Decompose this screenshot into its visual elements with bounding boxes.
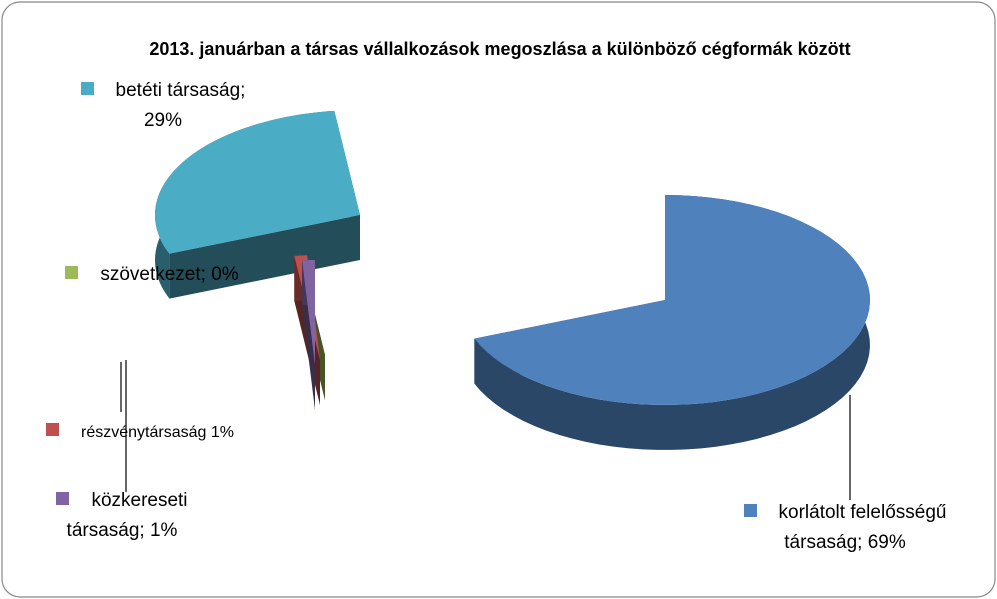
pie-slice [474, 195, 870, 450]
label-text: közkereseti társaság; 1% [66, 490, 188, 542]
slice-top [302, 260, 315, 365]
label-marker [46, 423, 60, 436]
pie [155, 110, 870, 450]
slice-cut-face [169, 215, 360, 299]
label-marker [80, 82, 94, 95]
pie-slice [302, 260, 315, 410]
slice-top [474, 195, 870, 405]
data-label: betéti társaság; 29% [78, 76, 248, 137]
label-text: szövetkezet; 0% [100, 264, 239, 285]
label-text: betéti társaság; 29% [115, 80, 246, 132]
data-label: részvénytársaság 1% [30, 420, 250, 446]
slice-top [155, 110, 360, 254]
label-marker [65, 266, 79, 279]
data-label: közkereseti társaság; 1% [22, 486, 222, 547]
label-text: korlátolt felelősségű társaság; 69% [778, 502, 947, 554]
data-label: szövetkezet; 0% [22, 260, 282, 290]
label-marker [56, 492, 70, 505]
data-label: korlátolt felelősségű társaság; 69% [740, 498, 950, 559]
pie-slice [155, 110, 360, 299]
chart-title: 2013. januárban a társas vállalkozások m… [149, 39, 851, 59]
label-marker [743, 504, 757, 517]
label-text: részvénytársaság 1% [81, 424, 234, 441]
